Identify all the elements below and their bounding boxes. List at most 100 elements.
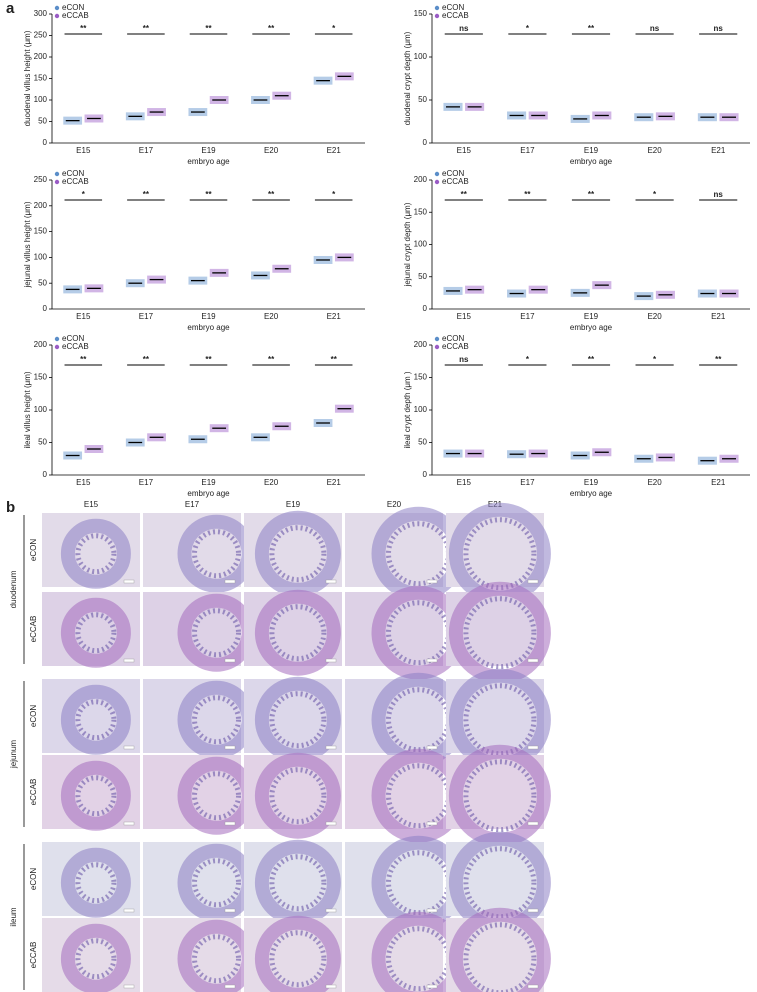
tissue-villi <box>75 938 117 980</box>
scale-bar <box>325 579 337 584</box>
x-axis-label: embryo age <box>570 323 613 332</box>
y-tick-label: 100 <box>414 52 428 61</box>
significance-label: ns <box>714 24 724 33</box>
x-tick-label: E21 <box>711 312 726 321</box>
scale-bar <box>426 821 438 826</box>
scale-bar <box>224 908 236 913</box>
significance-label: ** <box>715 355 722 364</box>
y-tick-label: 100 <box>414 405 428 414</box>
scale-bar <box>426 745 438 750</box>
x-tick-label: E15 <box>457 312 472 321</box>
y-tick-label: 100 <box>34 405 48 414</box>
legend-marker <box>54 5 60 11</box>
tissue-wall <box>254 915 341 992</box>
x-tick-label: E20 <box>647 146 662 155</box>
scale-bar <box>224 984 236 989</box>
row-label: eCCAB <box>29 942 38 969</box>
tissue-villi <box>269 691 327 749</box>
x-tick-label: E15 <box>457 146 472 155</box>
row-label: eCON <box>29 705 38 727</box>
y-axis-label: jejunal villus height (μm) <box>23 201 32 288</box>
y-axis-label: ileal crypt depth (μm ) <box>403 371 412 448</box>
significance-label: ** <box>80 24 87 33</box>
y-tick-label: 150 <box>34 373 48 382</box>
significance-label: * <box>526 355 530 364</box>
x-tick-label: E15 <box>457 478 472 487</box>
significance-label: ns <box>459 355 469 364</box>
legend-marker <box>434 5 440 11</box>
legend-label: eCON <box>62 334 84 343</box>
y-tick-label: 50 <box>418 95 427 104</box>
significance-label: ** <box>461 190 468 199</box>
scale-bar <box>325 984 337 989</box>
significance-label: ** <box>268 24 275 33</box>
x-tick-label: E21 <box>327 146 342 155</box>
scale-bar <box>527 658 539 663</box>
y-tick-label: 150 <box>34 74 48 83</box>
significance-label: ** <box>588 190 595 199</box>
tissue-wall <box>60 597 131 668</box>
tissue-wall <box>60 847 131 918</box>
scale-bar <box>527 908 539 913</box>
y-tick-label: 200 <box>34 52 48 61</box>
legend-marker <box>54 344 60 350</box>
tissue-villi <box>269 525 327 583</box>
scale-bar <box>224 745 236 750</box>
y-tick-label: 50 <box>418 272 427 281</box>
y-tick-label: 200 <box>414 175 428 184</box>
tissue-villi <box>192 934 241 984</box>
tissue-wall <box>254 589 341 676</box>
column-label: E15 <box>84 500 99 509</box>
y-axis-label: ileal villus height (μm) <box>23 371 32 448</box>
x-tick-label: E21 <box>327 478 342 487</box>
tissue-villi <box>463 683 537 757</box>
tissue-villi <box>269 930 327 988</box>
significance-label: ** <box>143 355 150 364</box>
scale-bar <box>123 984 135 989</box>
scale-bar <box>123 579 135 584</box>
y-axis-label: jejunal crypt depth (μm) <box>403 202 412 287</box>
tissue-villi <box>463 517 537 591</box>
tissue-wall <box>60 684 131 755</box>
x-tick-label: E17 <box>520 146 535 155</box>
column-label: E20 <box>387 500 402 509</box>
x-axis-label: embryo age <box>187 157 230 166</box>
significance-label: ns <box>650 24 660 33</box>
significance-label: * <box>653 355 657 364</box>
y-tick-label: 150 <box>34 227 48 236</box>
y-tick-label: 250 <box>34 31 48 40</box>
tissue-villi <box>75 862 117 904</box>
y-tick-label: 200 <box>414 340 428 349</box>
legend-label: eCON <box>442 169 464 178</box>
significance-label: ** <box>331 355 338 364</box>
scale-bar <box>426 984 438 989</box>
x-tick-label: E15 <box>76 312 91 321</box>
legend-marker <box>54 13 60 19</box>
tissue-villi <box>192 529 241 579</box>
scale-bar <box>325 908 337 913</box>
y-tick-label: 100 <box>34 95 48 104</box>
x-tick-label: E15 <box>76 146 91 155</box>
row-label: eCON <box>29 868 38 890</box>
y-tick-label: 200 <box>34 340 48 349</box>
scale-bar <box>527 984 539 989</box>
legend-label: eCON <box>442 3 464 12</box>
row-label: eCCAB <box>29 779 38 806</box>
scale-bar <box>123 908 135 913</box>
x-tick-label: E17 <box>139 146 154 155</box>
significance-label: ** <box>143 24 150 33</box>
row-label: eCON <box>29 539 38 561</box>
significance-label: ** <box>524 190 531 199</box>
scale-bar <box>123 658 135 663</box>
legend-label: eCCAB <box>62 177 89 186</box>
significance-label: ** <box>205 190 212 199</box>
scale-bar <box>527 821 539 826</box>
legend-label: eCON <box>62 169 84 178</box>
significance-label: ** <box>205 355 212 364</box>
legend-label: eCCAB <box>442 11 469 20</box>
legend-marker <box>54 336 60 342</box>
legend-label: eCON <box>442 334 464 343</box>
significance-label: ** <box>143 190 150 199</box>
legend-label: eCCAB <box>62 11 89 20</box>
